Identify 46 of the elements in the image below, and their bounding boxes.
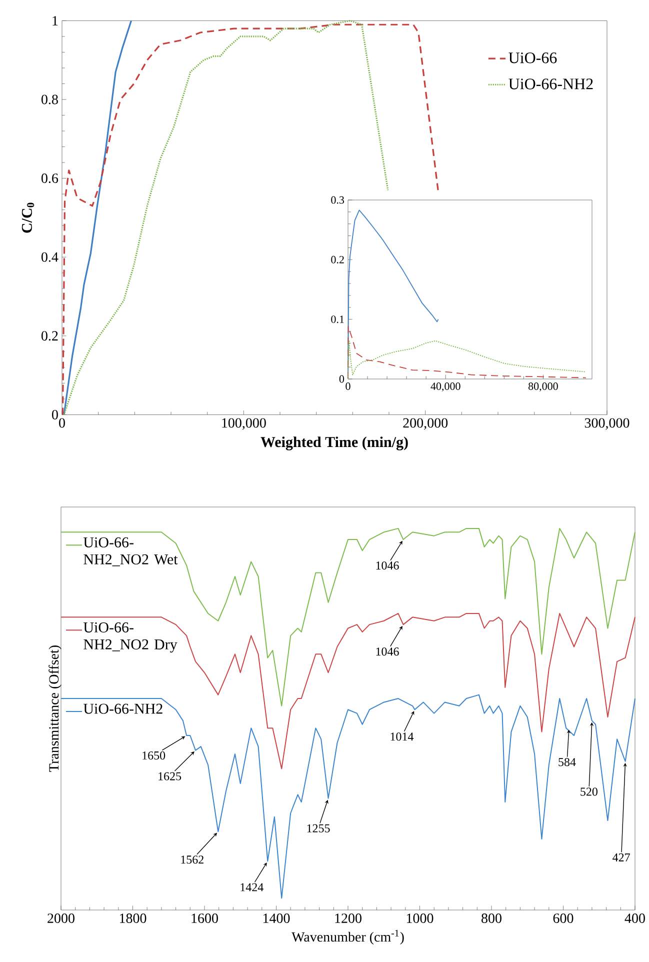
y-tick-label: 0.3 (331, 196, 344, 204)
y-axis-title: Transmittance (Offset) (48, 646, 62, 772)
x-tick-label: 2000 (48, 914, 74, 923)
x-tick-label: 1800 (120, 914, 146, 923)
y-tick-label: 0.1 (331, 316, 344, 324)
y-tick-label: 0.2 (42, 331, 58, 341)
x-tick-label: 0 (59, 418, 65, 428)
x-tick-label: 1000 (406, 914, 434, 923)
x-tick-label: 800 (482, 914, 502, 923)
annotation: 520 (580, 788, 598, 796)
y-tick-label: 0 (52, 410, 58, 420)
x-axis-title: Wavenumber (cm$^{-1}$) (292, 930, 404, 945)
x-tick-label: 40,000 (430, 382, 460, 392)
y-tick-label: 0.2 (331, 256, 344, 264)
legend-label: UiO-66-NH2_NO2 Wet (84, 537, 178, 566)
x-tick-label: 100,000 (222, 418, 266, 430)
annotation: 1046 (376, 561, 399, 570)
x-tick-label: 1600 (192, 914, 218, 923)
annotation: 1014 (390, 732, 414, 741)
y-axis-title: C/C$_{0}$ (22, 202, 34, 233)
annotation: 427 (612, 853, 630, 862)
annotation: 1255 (307, 824, 330, 832)
annotation: 1625 (158, 772, 182, 780)
y-tick-label: 0.6 (42, 174, 58, 184)
x-tick-label: 1400 (263, 914, 290, 923)
legend-label: UiO-66-NH2_NO2 Dry (84, 622, 178, 653)
y-tick-label: 0 (339, 375, 344, 383)
annotation: 1046 (376, 648, 399, 656)
legend-label: UiO-66 (508, 52, 557, 64)
annotation: 1562 (181, 856, 204, 864)
x-tick-label: 300,000 (584, 418, 630, 430)
x-tick-label: 600 (553, 914, 574, 923)
y-tick-label: 0.8 (42, 94, 58, 104)
x-tick-label: 1200 (335, 914, 362, 923)
x-axis-title: Weighted Time (min/g) (260, 436, 408, 450)
annotation: 1650 (142, 751, 166, 760)
annotation: 584 (558, 758, 576, 766)
x-tick-label: 400 (624, 914, 645, 923)
annotation: 1424 (240, 883, 264, 892)
y-tick-label: 0.4 (42, 252, 58, 262)
x-tick-label: 200,000 (403, 418, 448, 430)
x-tick-label: 0 (346, 382, 350, 390)
x-tick-label: 80,000 (528, 382, 558, 392)
legend-label: UiO-66-NH2 (84, 704, 162, 714)
y-tick-label: 1 (52, 16, 58, 26)
legend-label: UiO-66-NH2 (508, 78, 593, 90)
